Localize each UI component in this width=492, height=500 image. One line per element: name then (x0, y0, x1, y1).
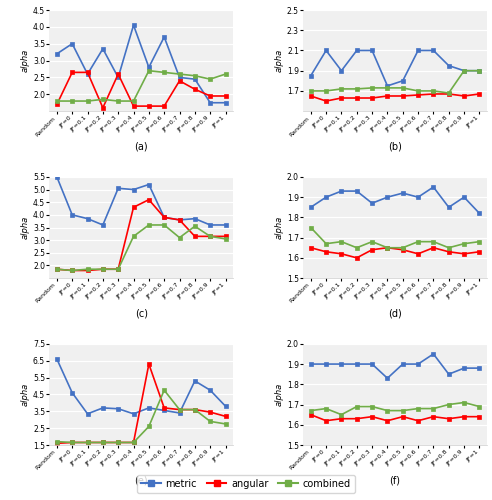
X-axis label: (b): (b) (388, 142, 402, 152)
Y-axis label: alpha: alpha (275, 49, 284, 72)
X-axis label: (c): (c) (135, 308, 148, 318)
Y-axis label: alpha: alpha (21, 216, 30, 239)
Legend: metric, angular, combined: metric, angular, combined (137, 475, 355, 492)
X-axis label: (d): (d) (388, 308, 402, 318)
Y-axis label: alpha: alpha (275, 383, 284, 406)
X-axis label: (f): (f) (390, 476, 400, 486)
X-axis label: (a): (a) (134, 142, 148, 152)
Y-axis label: alpha: alpha (21, 49, 30, 72)
Y-axis label: alpha: alpha (21, 383, 30, 406)
X-axis label: (e): (e) (134, 476, 148, 486)
Y-axis label: alpha: alpha (275, 216, 284, 239)
